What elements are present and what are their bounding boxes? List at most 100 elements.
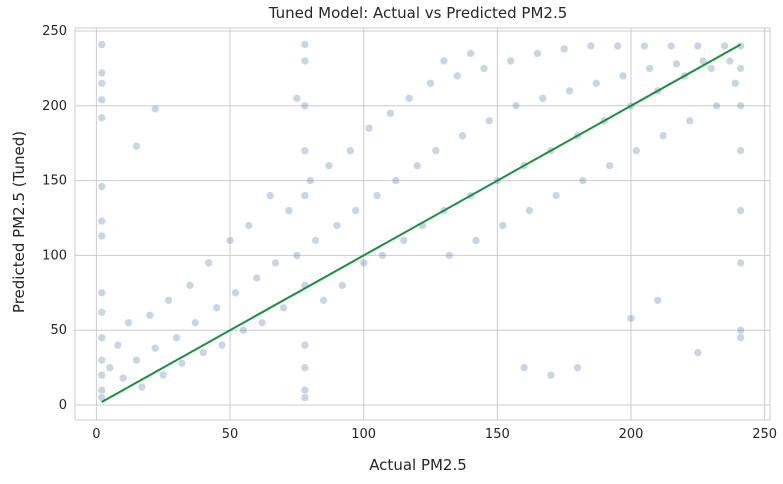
data-point [199,348,208,357]
data-point [736,101,745,110]
y-tick-label: 200 [42,99,67,114]
data-point [338,281,347,290]
data-point [445,251,454,260]
data-point [266,191,275,200]
data-point [426,79,435,88]
data-point [258,318,267,327]
data-point [498,221,507,230]
data-point [212,303,221,312]
data-point [300,386,309,395]
data-point [97,333,106,342]
data-point [300,56,309,65]
x-tick-label: 200 [619,427,644,442]
plot-frame [74,27,771,421]
data-point [439,56,448,65]
data-point [97,40,106,49]
data-point [386,109,395,118]
data-point [324,161,333,170]
data-point [332,221,342,230]
data-point [685,116,694,125]
data-point [271,258,280,267]
data-point [97,356,106,365]
data-point [525,206,534,215]
data-point [391,176,400,185]
data-point [300,363,309,372]
data-point [319,296,328,305]
data-point [712,101,721,110]
data-point [431,146,440,155]
x-tick-labels: 0 50 100 150 200 250 [92,427,777,442]
data-point [645,64,654,73]
data-point [399,236,408,245]
data-point [300,393,309,402]
data-point [479,64,489,73]
data-point [640,41,649,51]
data-point [618,71,628,80]
data-point [279,303,288,312]
data-point [573,363,582,372]
data-point [97,113,106,122]
x-axis-label: Actual PM2.5 [369,456,467,474]
x-tick-label: 0 [92,427,100,442]
data-point [159,371,168,380]
data-point [292,94,301,103]
data-point [413,161,422,170]
data-point [191,318,200,327]
data-point [311,236,320,245]
data-point [346,146,355,155]
data-point [124,318,133,327]
data-point [520,363,529,372]
data-point [485,116,494,125]
data-point [300,146,309,155]
data-point [378,251,387,260]
data-point [244,221,253,230]
data-point [552,191,561,200]
data-point [105,363,114,372]
data-point [97,68,106,77]
grid [75,28,770,420]
data-point [292,251,301,260]
chart-title: Tuned Model: Actual vs Predicted PM2.5 [268,4,568,22]
data-point [306,176,315,185]
data-point [145,311,154,320]
data-point [351,206,360,215]
data-point [300,40,309,49]
data-point [164,296,173,305]
data-point [458,131,467,140]
data-point [217,341,227,350]
data-point [373,191,382,200]
y-tick-label: 0 [59,398,67,413]
data-point [736,64,745,73]
data-point [97,308,106,317]
data-point [731,79,740,88]
data-point [736,333,745,342]
data-point [97,371,106,380]
data-point [359,258,368,267]
y-tick-label: 150 [42,174,67,189]
data-point [364,124,374,133]
data-point [252,273,261,282]
data-point [592,79,601,88]
data-point [185,281,194,290]
data-point [239,326,248,335]
data-point [659,131,668,140]
data-point [97,288,106,297]
data-point [137,383,146,392]
x-tick-label: 50 [222,427,239,442]
x-tick-label: 250 [752,427,777,442]
data-point [471,236,481,245]
data-point [204,258,213,267]
data-point [693,41,702,51]
data-point [284,206,293,215]
y-tick-label: 250 [42,24,67,39]
data-point [113,341,122,350]
y-tick-label: 50 [50,323,67,338]
data-point [97,95,106,104]
data-point [97,231,106,241]
data-point [405,94,414,103]
data-point [151,104,160,113]
data-point [736,258,745,267]
data-point [578,176,587,185]
data-point [560,44,569,53]
data-point [533,49,542,58]
